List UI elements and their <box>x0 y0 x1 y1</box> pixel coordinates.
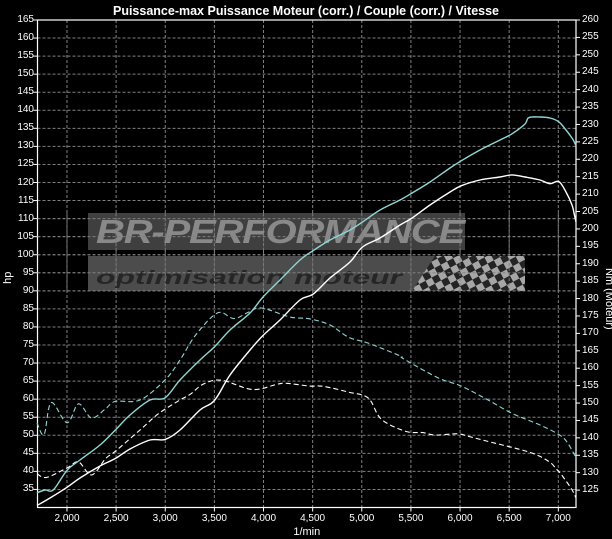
svg-text:optimisation moteur: optimisation moteur <box>96 268 405 289</box>
